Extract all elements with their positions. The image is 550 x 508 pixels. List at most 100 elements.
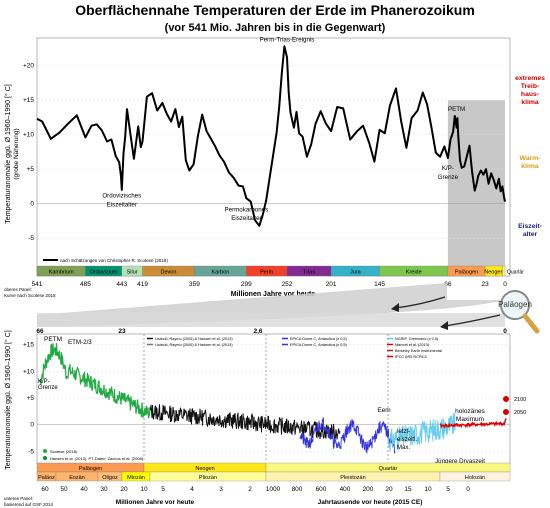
period-label-perm: Perm	[260, 270, 274, 276]
climate-label-0: extremes	[515, 75, 545, 82]
lower-x-tick-label: 400	[340, 486, 351, 493]
lower-annotation-eem: Eem	[377, 407, 390, 414]
upper-x-tick-label: 0	[503, 281, 507, 288]
lower-x-tick-label: 10	[140, 486, 148, 493]
upper-x-tick-label: 23	[481, 281, 489, 288]
holocene-curve	[439, 418, 507, 429]
lower-x-tick-label: 4	[190, 486, 194, 493]
magnifier-lens	[500, 290, 530, 320]
upper-x-tick-label: 201	[326, 281, 337, 288]
lower-legend-label: Berkeley Earth Instrumental	[395, 349, 442, 353]
zoom-connector: oberes Panel: Kurve nach Scotese 2018 Pa…	[4, 283, 540, 335]
lower-caption-2: basierend auf GSF 2014	[4, 502, 54, 507]
period-label-neogen: Neogen	[484, 270, 503, 276]
epoch-label-eozän: Eozän	[69, 475, 85, 481]
era-label-quartär: Quartär	[379, 466, 398, 472]
period-label-jura: Jura	[350, 270, 362, 276]
lower-y-axis-label: Temperaturanomalie ggü. Ø 1960–1990 [° C…	[4, 330, 12, 469]
upper-caption-2: Kurve nach Scotese 2018	[4, 293, 56, 298]
epoch-label-holozän: Holozän	[465, 475, 485, 481]
lower-panel: -5 0 +5 +10 +15 Temperaturanomalie ggü. Ø 19…	[4, 330, 526, 507]
lower-annotation-2100: 2100	[514, 397, 526, 403]
lower-plot-frame	[36, 333, 511, 465]
climate-label-2: alter	[523, 231, 538, 238]
period-label-ordovizium: Ordovizium	[90, 270, 118, 276]
period-quartär	[502, 265, 506, 277]
upper-x-tick-label: 541	[32, 281, 43, 288]
climate-label-1: Warm-	[520, 155, 541, 162]
epoch-label-paläoz: Paläoz	[38, 475, 55, 481]
upper-annotation-permokarbones: Permokarbones	[225, 206, 269, 213]
upper-temperature-curve	[36, 45, 506, 227]
cenozoic-curve	[39, 343, 151, 419]
lower-top-label: 2,6	[253, 328, 262, 335]
period-label-paläogen: Paläogen	[455, 270, 478, 276]
climate-label-0: Treib-	[521, 83, 540, 90]
lower-x-tick-label: 600	[316, 486, 327, 493]
ice-core-curve	[299, 417, 396, 454]
upper-x-tick-label: 419	[137, 281, 148, 288]
lower-legend-label: IPCC AR5 RCP8.5	[395, 355, 427, 359]
lower-x-tick-label: 0	[466, 486, 470, 493]
upper-y-axis-sublabel: (grobe Näherung)	[13, 128, 20, 179]
period-label-trias: Trias	[303, 270, 315, 276]
ngrip-curve	[387, 412, 456, 452]
lower-annotation-max: Max.	[397, 445, 410, 451]
lower-annotation-etm-2-3: ETM-2/3	[68, 339, 92, 346]
upper-y-axis-label: Temperaturanomalie ggü. Ø 1960–1990 [° C…	[4, 84, 12, 223]
lower-x-tick-label: 1000	[266, 486, 281, 493]
epoch-holozän	[439, 471, 511, 482]
lower-annotation-petm: PETM	[44, 336, 62, 343]
upper-annotation-petm: PETM	[448, 106, 465, 113]
upper-x-tick-label: 145	[374, 281, 385, 288]
lower-x-tick-label: 5	[446, 486, 450, 493]
upper-x-tick-label: 359	[189, 281, 200, 288]
lower-y-tick-label: 0	[30, 422, 34, 429]
period-label-devon: Devon	[161, 270, 177, 276]
lower-x-tick-label: 60	[41, 486, 49, 493]
lower-legend-label: EPICA Dome C, Antarctica (x 0,5)	[290, 343, 347, 347]
upper-y-tick-label: 0	[30, 201, 34, 208]
lower-legend-label: Lisiecki, Raymo (2005) & Hansen et al. (…	[155, 337, 233, 341]
era-label-paläogen: Paläogen	[79, 466, 102, 472]
upper-x-tick-label: 443	[116, 281, 127, 288]
upper-x-tick-label: 485	[80, 281, 91, 288]
upper-x-tick-label: 252	[282, 281, 293, 288]
arrow-2-head	[440, 321, 448, 330]
magnifier-label: Paläogen	[498, 300, 532, 309]
era-label-neogen: Neogen	[195, 466, 214, 472]
climate-label-0: klima	[521, 99, 539, 106]
lower-annotation-2050: 2050	[514, 410, 526, 416]
climate-label-0: haus-	[521, 91, 539, 98]
upper-x-tick-label: 299	[241, 281, 252, 288]
upper-y-tick-label: +15	[23, 97, 34, 104]
arrow-1-head	[391, 303, 399, 312]
lower-x-tick-label: 20	[120, 486, 128, 493]
lower-x-axis-label-1: Millionen Jahre vor heute	[116, 499, 195, 506]
lower-annotation-grenze: Grenze	[38, 385, 58, 391]
lower-legend-label: Lisiecki, Raymo (2005) & Hansen et al. (…	[155, 343, 233, 347]
lower-legend-label: EPICA Dome C, Antarctica (x 0,5)	[290, 337, 347, 341]
lower-x-tick-label: 2	[248, 486, 252, 493]
upper-y-tick-label: +20	[23, 63, 34, 70]
lower-y-tick-label: -5	[28, 448, 34, 455]
zoom-band	[37, 313, 505, 327]
lower-top-label: 66	[36, 328, 44, 335]
epoch-label-pliozän: Pliozän	[199, 475, 217, 481]
magnifier-handle	[522, 313, 540, 334]
lower-x-tick-label: 15	[404, 486, 412, 493]
upper-x-axis-label: Millionen Jahre vor heute	[231, 291, 316, 298]
lower-annotation-maximum: Maximum	[456, 416, 484, 423]
lower-annotation-k-p: K/P-	[38, 379, 50, 385]
period-label-kreide: Kreide	[406, 270, 422, 276]
lower-y-tick-label: +5	[27, 395, 35, 402]
lower-legend-label: Hansen et al. (2013), PT-Daten: Zachos e…	[50, 456, 144, 461]
lower-legend-marker	[43, 449, 47, 453]
epoch-label-miozän: Miozän	[127, 475, 145, 481]
lower-annotation-letzt: letzt-	[397, 429, 410, 435]
lower-annotation-jüngere-dryaszeit: Jüngere Dryaszeit	[435, 458, 485, 465]
epoch-label-pleistozän: Pleistozän	[340, 475, 365, 481]
upper-legend-label: nach Schätzungen von Christopher R. Scot…	[60, 258, 168, 263]
period-label-quartär: Quartär	[507, 270, 524, 276]
